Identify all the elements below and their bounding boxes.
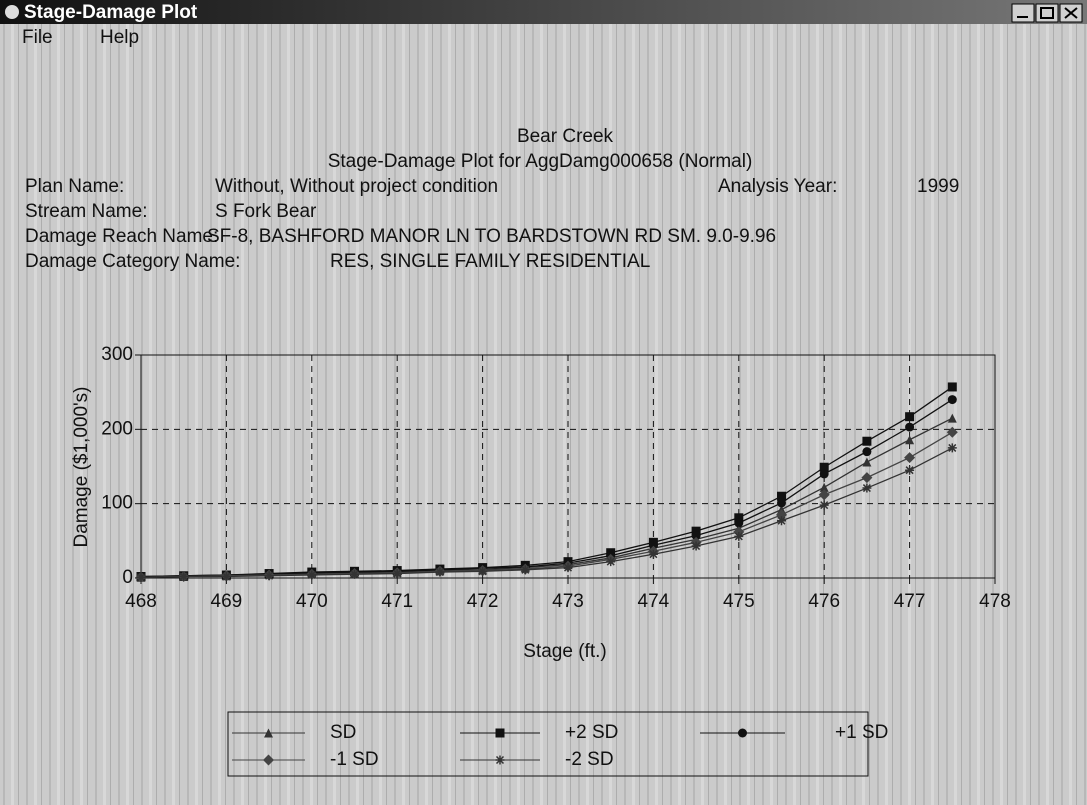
- title-bar: [0, 0, 1087, 24]
- marker: [819, 482, 829, 492]
- marker: [221, 572, 231, 582]
- marker: [392, 569, 402, 579]
- marker: [691, 531, 701, 541]
- legend-label: -2 SD: [565, 749, 614, 770]
- marker: [777, 516, 786, 526]
- maximize-button[interactable]: [1035, 3, 1059, 23]
- series-line: [140, 399, 953, 578]
- marker: [648, 549, 658, 559]
- series-line: [140, 447, 953, 578]
- x-axis-label: Stage (ft.): [523, 641, 606, 662]
- marker: [905, 465, 915, 475]
- marker: [947, 413, 957, 423]
- y-tick-label: 200: [101, 418, 133, 439]
- info-label: Analysis Year:: [718, 176, 837, 197]
- marker: [350, 569, 359, 579]
- x-tick-label: 474: [638, 591, 670, 612]
- legend-label: +1 SD: [835, 722, 888, 743]
- marker: [734, 518, 744, 528]
- marker: [905, 412, 915, 422]
- marker: [947, 395, 957, 405]
- info-label: Plan Name:: [25, 176, 124, 197]
- x-tick-label: 476: [808, 591, 840, 612]
- legend-marker: [264, 728, 273, 738]
- y-tick-label: 0: [122, 567, 133, 588]
- marker: [691, 541, 701, 551]
- marker: [947, 443, 957, 453]
- marker: [862, 447, 872, 457]
- x-tick-label: 473: [552, 591, 584, 612]
- marker: [861, 472, 873, 484]
- series-line: [140, 386, 953, 578]
- legend-box: [227, 711, 869, 777]
- legend-marker: [263, 754, 274, 766]
- marker: [648, 540, 658, 550]
- marker: [862, 457, 872, 467]
- y-tick-label: 300: [101, 344, 133, 365]
- info-value: RES, SINGLE FAMILY RESIDENTIAL: [330, 251, 650, 272]
- window-title: Stage-Damage Plot: [24, 2, 198, 23]
- app-icon: [5, 5, 19, 19]
- marker: [947, 382, 957, 392]
- marker: [862, 483, 872, 493]
- x-tick-label: 472: [467, 591, 499, 612]
- x-tick-label: 475: [723, 591, 755, 612]
- menu-item[interactable]: Help: [100, 27, 139, 48]
- marker: [905, 422, 915, 432]
- info-label: Damage Category Name:: [25, 251, 240, 272]
- legend-marker: [738, 728, 747, 738]
- menu-item[interactable]: File: [22, 27, 53, 48]
- marker: [734, 531, 744, 541]
- legend-label: -1 SD: [330, 749, 379, 770]
- minimize-button[interactable]: [1011, 3, 1035, 23]
- info-value: 1999: [917, 176, 959, 197]
- marker: [819, 462, 829, 472]
- info-value: S Fork Bear: [215, 201, 317, 222]
- x-tick-label: 468: [125, 591, 157, 612]
- info-value: SF-8, BASHFORD MANOR LN TO BARDSTOWN RD …: [207, 226, 776, 247]
- chart-title: Bear Creek: [517, 126, 614, 147]
- x-tick-label: 470: [296, 591, 328, 612]
- legend-marker: [495, 755, 505, 765]
- marker: [734, 513, 744, 523]
- marker: [819, 500, 829, 510]
- marker: [818, 489, 830, 501]
- legend-marker: [495, 728, 505, 738]
- marker: [563, 563, 573, 573]
- marker: [264, 571, 274, 581]
- chart-subtitle: Stage-Damage Plot for AggDamg000658 (Nor…: [328, 151, 753, 172]
- legend-label: +2 SD: [565, 722, 618, 743]
- marker: [307, 570, 317, 580]
- x-tick-label: 478: [979, 591, 1011, 612]
- window-controls: [1011, 3, 1083, 23]
- marker: [520, 565, 530, 575]
- x-tick-label: 471: [381, 591, 413, 612]
- x-tick-label: 477: [894, 591, 926, 612]
- marker: [777, 498, 786, 508]
- marker: [946, 426, 958, 438]
- legend-label: SD: [330, 722, 356, 743]
- marker: [819, 469, 829, 479]
- info-value: Without, Without project condition: [215, 176, 498, 197]
- marker: [136, 572, 146, 582]
- info-label: Stream Name:: [25, 201, 147, 222]
- x-tick-label: 469: [211, 591, 243, 612]
- info-label: Damage Reach Name:: [25, 226, 218, 247]
- series-line: [140, 431, 953, 578]
- marker: [435, 567, 445, 577]
- marker: [478, 566, 488, 576]
- y-axis-label: Damage ($1,000's): [71, 387, 92, 548]
- y-tick-label: 100: [101, 493, 133, 514]
- marker: [606, 557, 616, 567]
- marker: [179, 572, 189, 582]
- marker: [777, 491, 786, 501]
- marker: [904, 452, 916, 464]
- marker: [905, 435, 915, 445]
- marker: [862, 436, 872, 446]
